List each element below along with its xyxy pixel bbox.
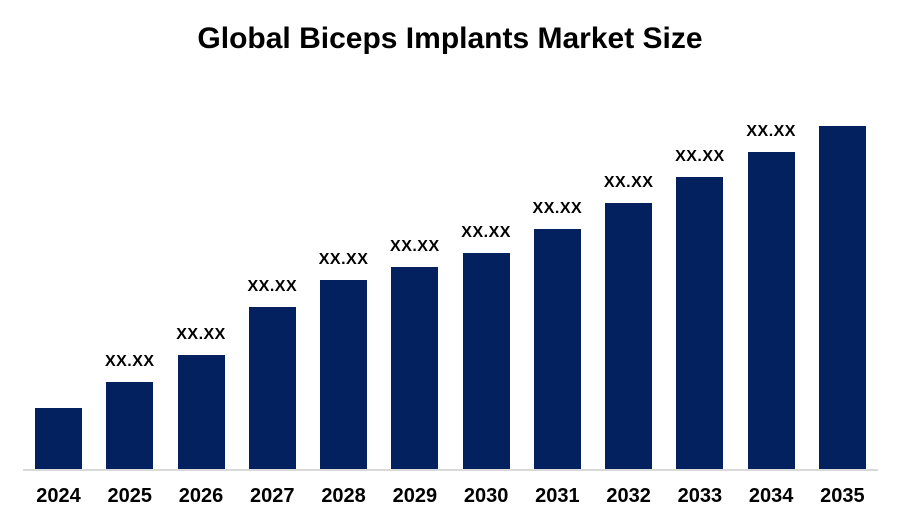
value-label-2034: XX.XX bbox=[746, 123, 796, 140]
bar-2027 bbox=[248, 307, 296, 470]
x-tick-2026: 2026 bbox=[178, 485, 224, 507]
bar-2024 bbox=[35, 408, 82, 470]
x-tick-2027: 2027 bbox=[250, 485, 295, 507]
plot-area: XX.XX XX.XX XX.XX XX.XX XX.XX XX.XX XX.XX XX.XX… bbox=[35, 120, 866, 470]
x-tick-2032: 2032 bbox=[606, 485, 651, 507]
x-tick-2033: 2033 bbox=[677, 485, 723, 507]
value-label-2029: XX.XX bbox=[390, 238, 440, 255]
x-tick-2025: 2025 bbox=[107, 485, 153, 507]
bar-column-2035 bbox=[818, 126, 866, 470]
bar-column-2033: XX.XX bbox=[675, 148, 725, 470]
bar-column-2032: XX.XX bbox=[603, 174, 654, 470]
value-label-2032: XX.XX bbox=[603, 174, 654, 191]
bar-2028 bbox=[320, 280, 368, 470]
bar-2029 bbox=[391, 267, 439, 470]
value-label-2033: XX.XX bbox=[675, 148, 725, 165]
bar-2035 bbox=[818, 126, 866, 470]
x-axis-labels: 2024 2025 2026 2027 2028 2029 2030 2031 2032 2033… bbox=[35, 486, 866, 506]
x-tick-2031: 2031 bbox=[535, 485, 580, 507]
bar-column-2030: XX.XX bbox=[461, 224, 511, 470]
value-label-2027: XX.XX bbox=[247, 278, 298, 295]
bar-column-2026: XX.XX bbox=[176, 326, 226, 470]
bar-column-2024 bbox=[35, 408, 82, 470]
bar-2026 bbox=[177, 355, 225, 470]
x-tick-2024: 2024 bbox=[36, 485, 81, 507]
bar-2025 bbox=[106, 382, 154, 470]
bar-column-2027: XX.XX bbox=[247, 278, 298, 470]
bar-column-2029: XX.XX bbox=[390, 238, 440, 470]
bar-2030 bbox=[462, 253, 510, 470]
bar-2033 bbox=[676, 177, 724, 470]
bar-column-2028: XX.XX bbox=[318, 251, 369, 470]
x-tick-2035: 2035 bbox=[820, 485, 865, 507]
bar-2034 bbox=[747, 152, 795, 470]
bar-2032 bbox=[605, 203, 653, 470]
x-tick-2028: 2028 bbox=[321, 485, 366, 507]
chart-title: Global Biceps Implants Market Size bbox=[197, 22, 703, 55]
bar-column-2025: XX.XX bbox=[104, 353, 155, 470]
value-label-2028: XX.XX bbox=[318, 251, 369, 268]
value-label-2031: XX.XX bbox=[532, 200, 583, 217]
x-tick-2030: 2030 bbox=[463, 485, 509, 507]
value-label-2026: XX.XX bbox=[176, 326, 226, 343]
bar-2031 bbox=[533, 229, 581, 470]
bar-column-2034: XX.XX bbox=[746, 123, 796, 470]
x-tick-2029: 2029 bbox=[392, 485, 438, 507]
x-axis-line bbox=[23, 469, 878, 471]
bar-column-2031: XX.XX bbox=[532, 200, 583, 470]
value-label-2025: XX.XX bbox=[104, 353, 155, 370]
x-tick-2034: 2034 bbox=[748, 485, 794, 507]
value-label-2030: XX.XX bbox=[461, 224, 511, 241]
